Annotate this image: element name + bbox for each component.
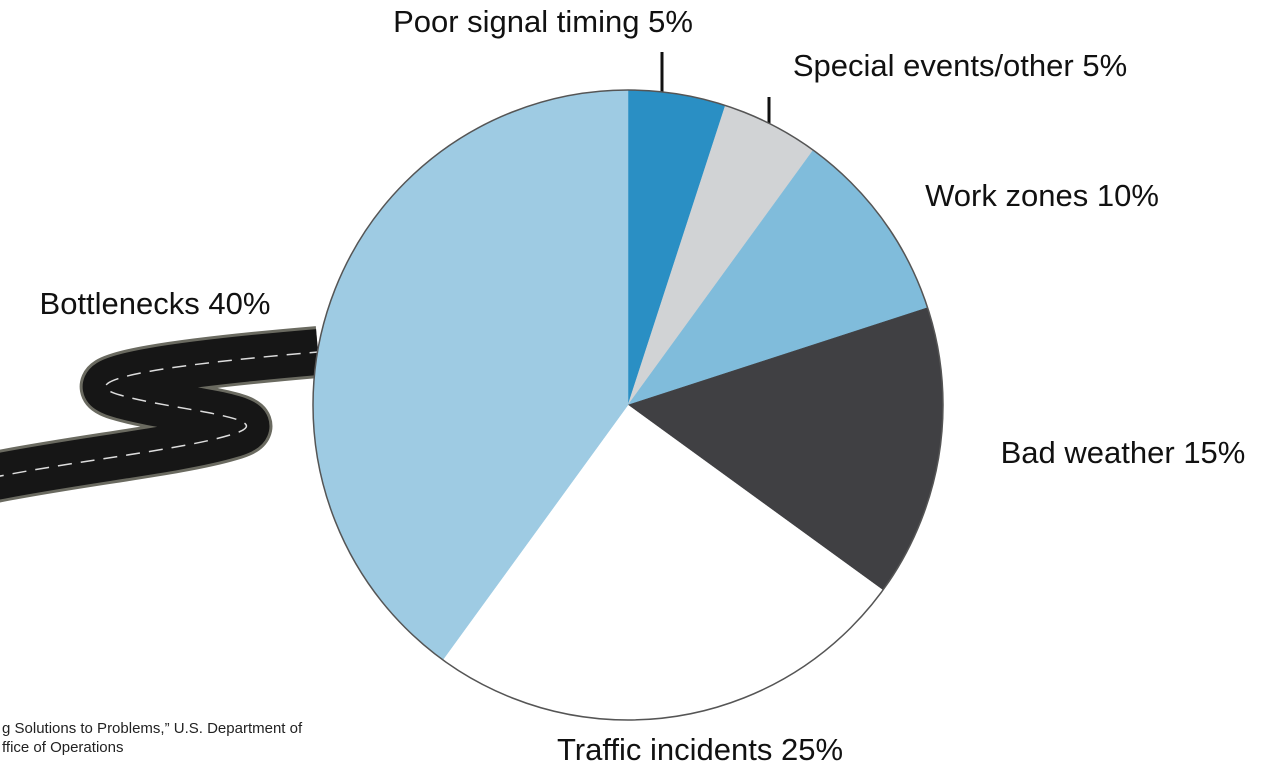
category-name: Traffic incidents (557, 732, 772, 767)
value-label: 10% (1097, 178, 1159, 213)
value-label: 5% (648, 4, 693, 39)
value-label: 15% (1183, 435, 1245, 470)
slice-label: Work zones 10% (925, 178, 1159, 213)
road-illustration (0, 352, 318, 478)
pie (313, 90, 943, 720)
value-label: 40% (208, 286, 270, 321)
category-name: Poor signal timing (393, 4, 639, 39)
slice-label: Bottlenecks 40% (40, 286, 271, 321)
category-name: Bad weather (1001, 435, 1175, 470)
slice-label: Poor signal timing 5% (393, 4, 693, 39)
value-label: 25% (781, 732, 843, 767)
footnote: ffice of Operations (2, 739, 123, 756)
value-label: 5% (1082, 48, 1127, 83)
slice-label: Special events/other 5% (793, 48, 1127, 83)
chart: g Solutions to Problems,” U.S. Departmen… (0, 0, 1286, 770)
category-name: Work zones (925, 178, 1088, 213)
category-name: Special events/other (793, 48, 1074, 83)
category-name: Bottlenecks (40, 286, 200, 321)
footnote: g Solutions to Problems,” U.S. Departmen… (2, 720, 303, 737)
slice-label: Traffic incidents 25% (557, 732, 843, 767)
slice-label: Bad weather 15% (1001, 435, 1246, 470)
